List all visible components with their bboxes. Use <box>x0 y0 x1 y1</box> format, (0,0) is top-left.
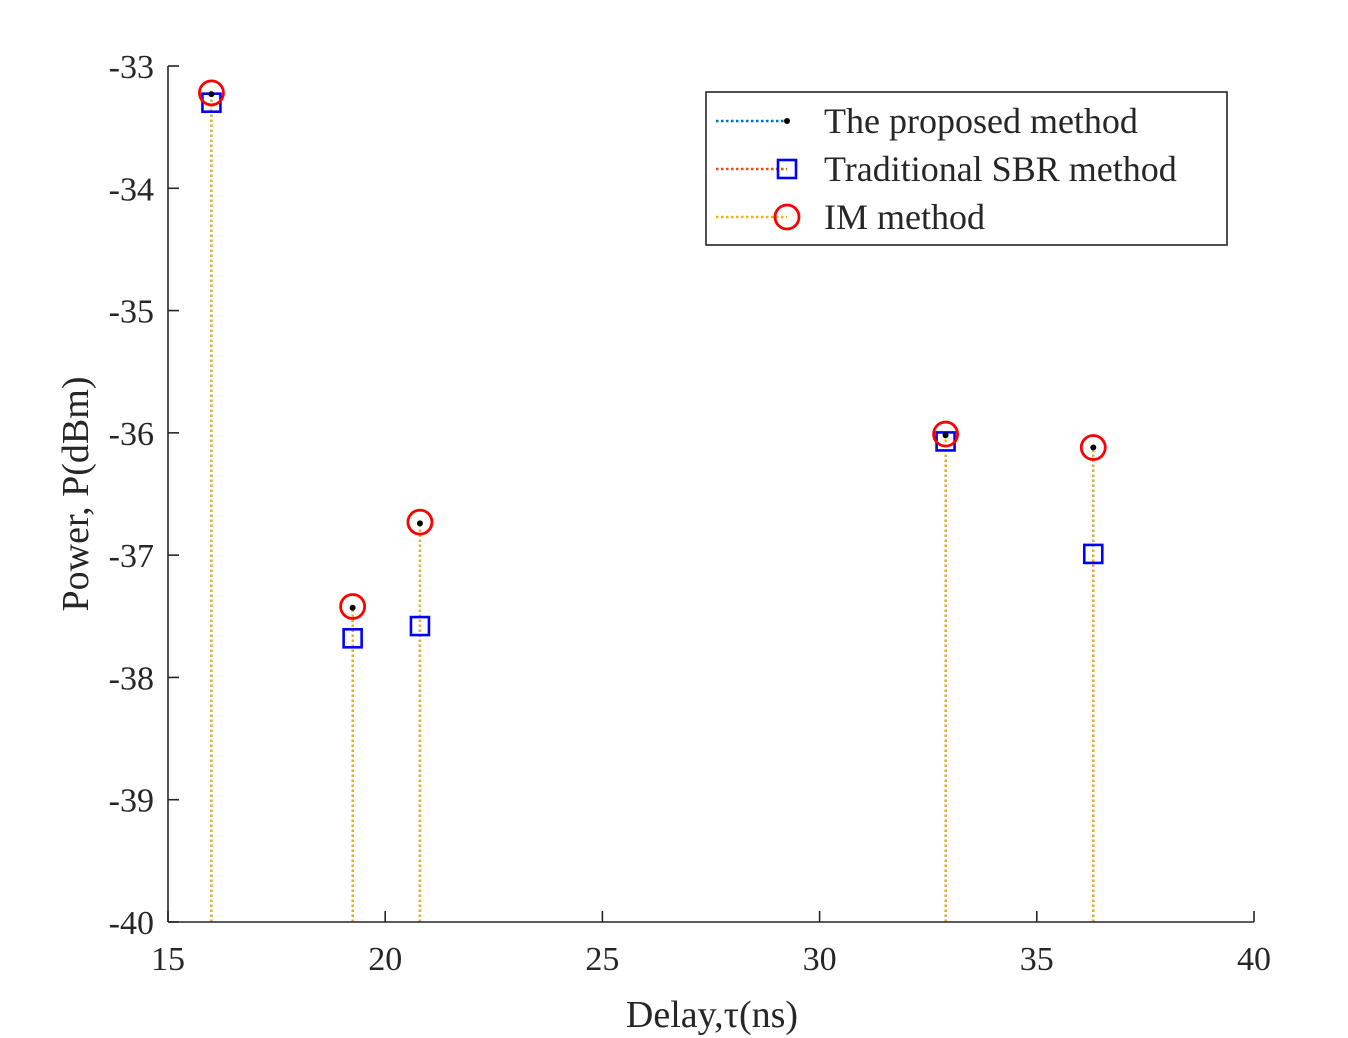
data-point-circle-5 <box>1079 434 1107 461</box>
x-axis-label: Delay,τ(ns) <box>626 994 798 1036</box>
legend-box <box>705 91 1228 246</box>
x-tick-label: 15 <box>151 941 185 978</box>
data-point-dot-2 <box>349 604 356 611</box>
data-point-circle-2 <box>339 593 367 620</box>
y-tick-label: -37 <box>109 538 154 575</box>
y-tick-label: -33 <box>109 49 154 86</box>
x-tick-label: 25 <box>585 941 619 978</box>
legend-label: Traditional SBR method <box>824 149 1177 189</box>
data-point-square-3 <box>409 615 431 637</box>
x-tick-label: 30 <box>803 941 837 978</box>
y-tick-label: -36 <box>109 416 154 453</box>
y-tick-label: -35 <box>109 294 154 331</box>
data-point-square-2 <box>342 627 363 649</box>
legend: The proposed method Traditional SBR metho… <box>705 91 1228 246</box>
x-tick-label: 20 <box>368 941 402 978</box>
y-tick-label: -34 <box>109 171 154 208</box>
legend-marker-dot <box>784 118 790 124</box>
data-point-dot-3 <box>416 520 423 527</box>
legend-marker-circle <box>773 203 801 231</box>
data-point-circle-3 <box>406 508 434 536</box>
stems-layer <box>210 92 1095 922</box>
y-axis-label: Power, P(dBm) <box>55 377 97 612</box>
x-tick-label: 40 <box>1237 941 1271 978</box>
x-tick-label: 35 <box>1020 941 1054 978</box>
legend-marker-square <box>776 158 798 180</box>
legend-label: The proposed method <box>824 101 1138 141</box>
data-point-dot-5 <box>1090 444 1097 451</box>
y-tick-label: -40 <box>109 905 154 942</box>
legend-label: IM method <box>824 197 985 237</box>
data-point-dot-4 <box>942 432 949 439</box>
y-tick-label: -38 <box>109 660 154 697</box>
markers-layer <box>198 79 1107 649</box>
data-point-square-5 <box>1082 543 1104 565</box>
y-tick-label: -39 <box>109 783 154 820</box>
data-point-circle-4 <box>932 420 959 448</box>
data-point-dot-1 <box>208 91 215 98</box>
data-point-circle-1 <box>198 79 225 107</box>
axes: 15 20 25 30 35 40 -40 -39 -38 -37 -36 -35 -34 -33 <box>109 49 1271 978</box>
